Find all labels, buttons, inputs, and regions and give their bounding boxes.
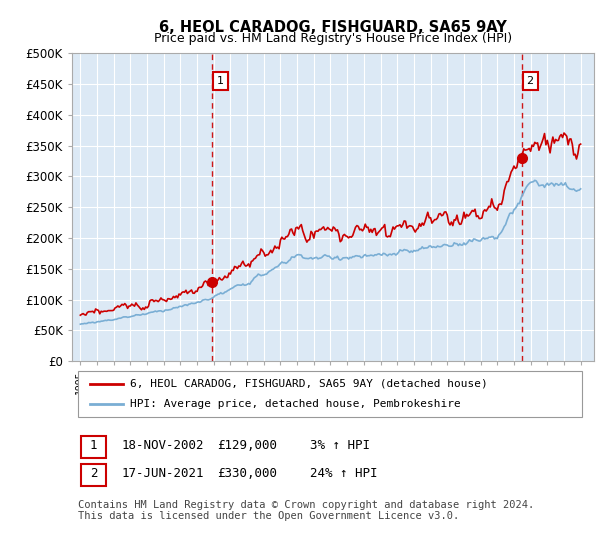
Text: HPI: Average price, detached house, Pembrokeshire: HPI: Average price, detached house, Pemb…	[130, 399, 461, 409]
Text: £129,000: £129,000	[217, 438, 277, 452]
Text: 6, HEOL CARADOG, FISHGUARD, SA65 9AY: 6, HEOL CARADOG, FISHGUARD, SA65 9AY	[159, 20, 507, 35]
Text: 2: 2	[90, 466, 97, 480]
Text: 1: 1	[217, 76, 224, 86]
Text: 1: 1	[90, 438, 97, 452]
Text: 3% ↑ HPI: 3% ↑ HPI	[310, 438, 370, 452]
Text: 17-JUN-2021: 17-JUN-2021	[121, 466, 204, 480]
Text: 24% ↑ HPI: 24% ↑ HPI	[310, 466, 378, 480]
Text: £330,000: £330,000	[217, 466, 277, 480]
Text: Price paid vs. HM Land Registry's House Price Index (HPI): Price paid vs. HM Land Registry's House …	[154, 32, 512, 45]
Text: Contains HM Land Registry data © Crown copyright and database right 2024.
This d: Contains HM Land Registry data © Crown c…	[78, 500, 534, 521]
Text: 18-NOV-2002: 18-NOV-2002	[121, 438, 204, 452]
Text: 2: 2	[527, 76, 534, 86]
Text: 6, HEOL CARADOG, FISHGUARD, SA65 9AY (detached house): 6, HEOL CARADOG, FISHGUARD, SA65 9AY (de…	[130, 379, 488, 389]
